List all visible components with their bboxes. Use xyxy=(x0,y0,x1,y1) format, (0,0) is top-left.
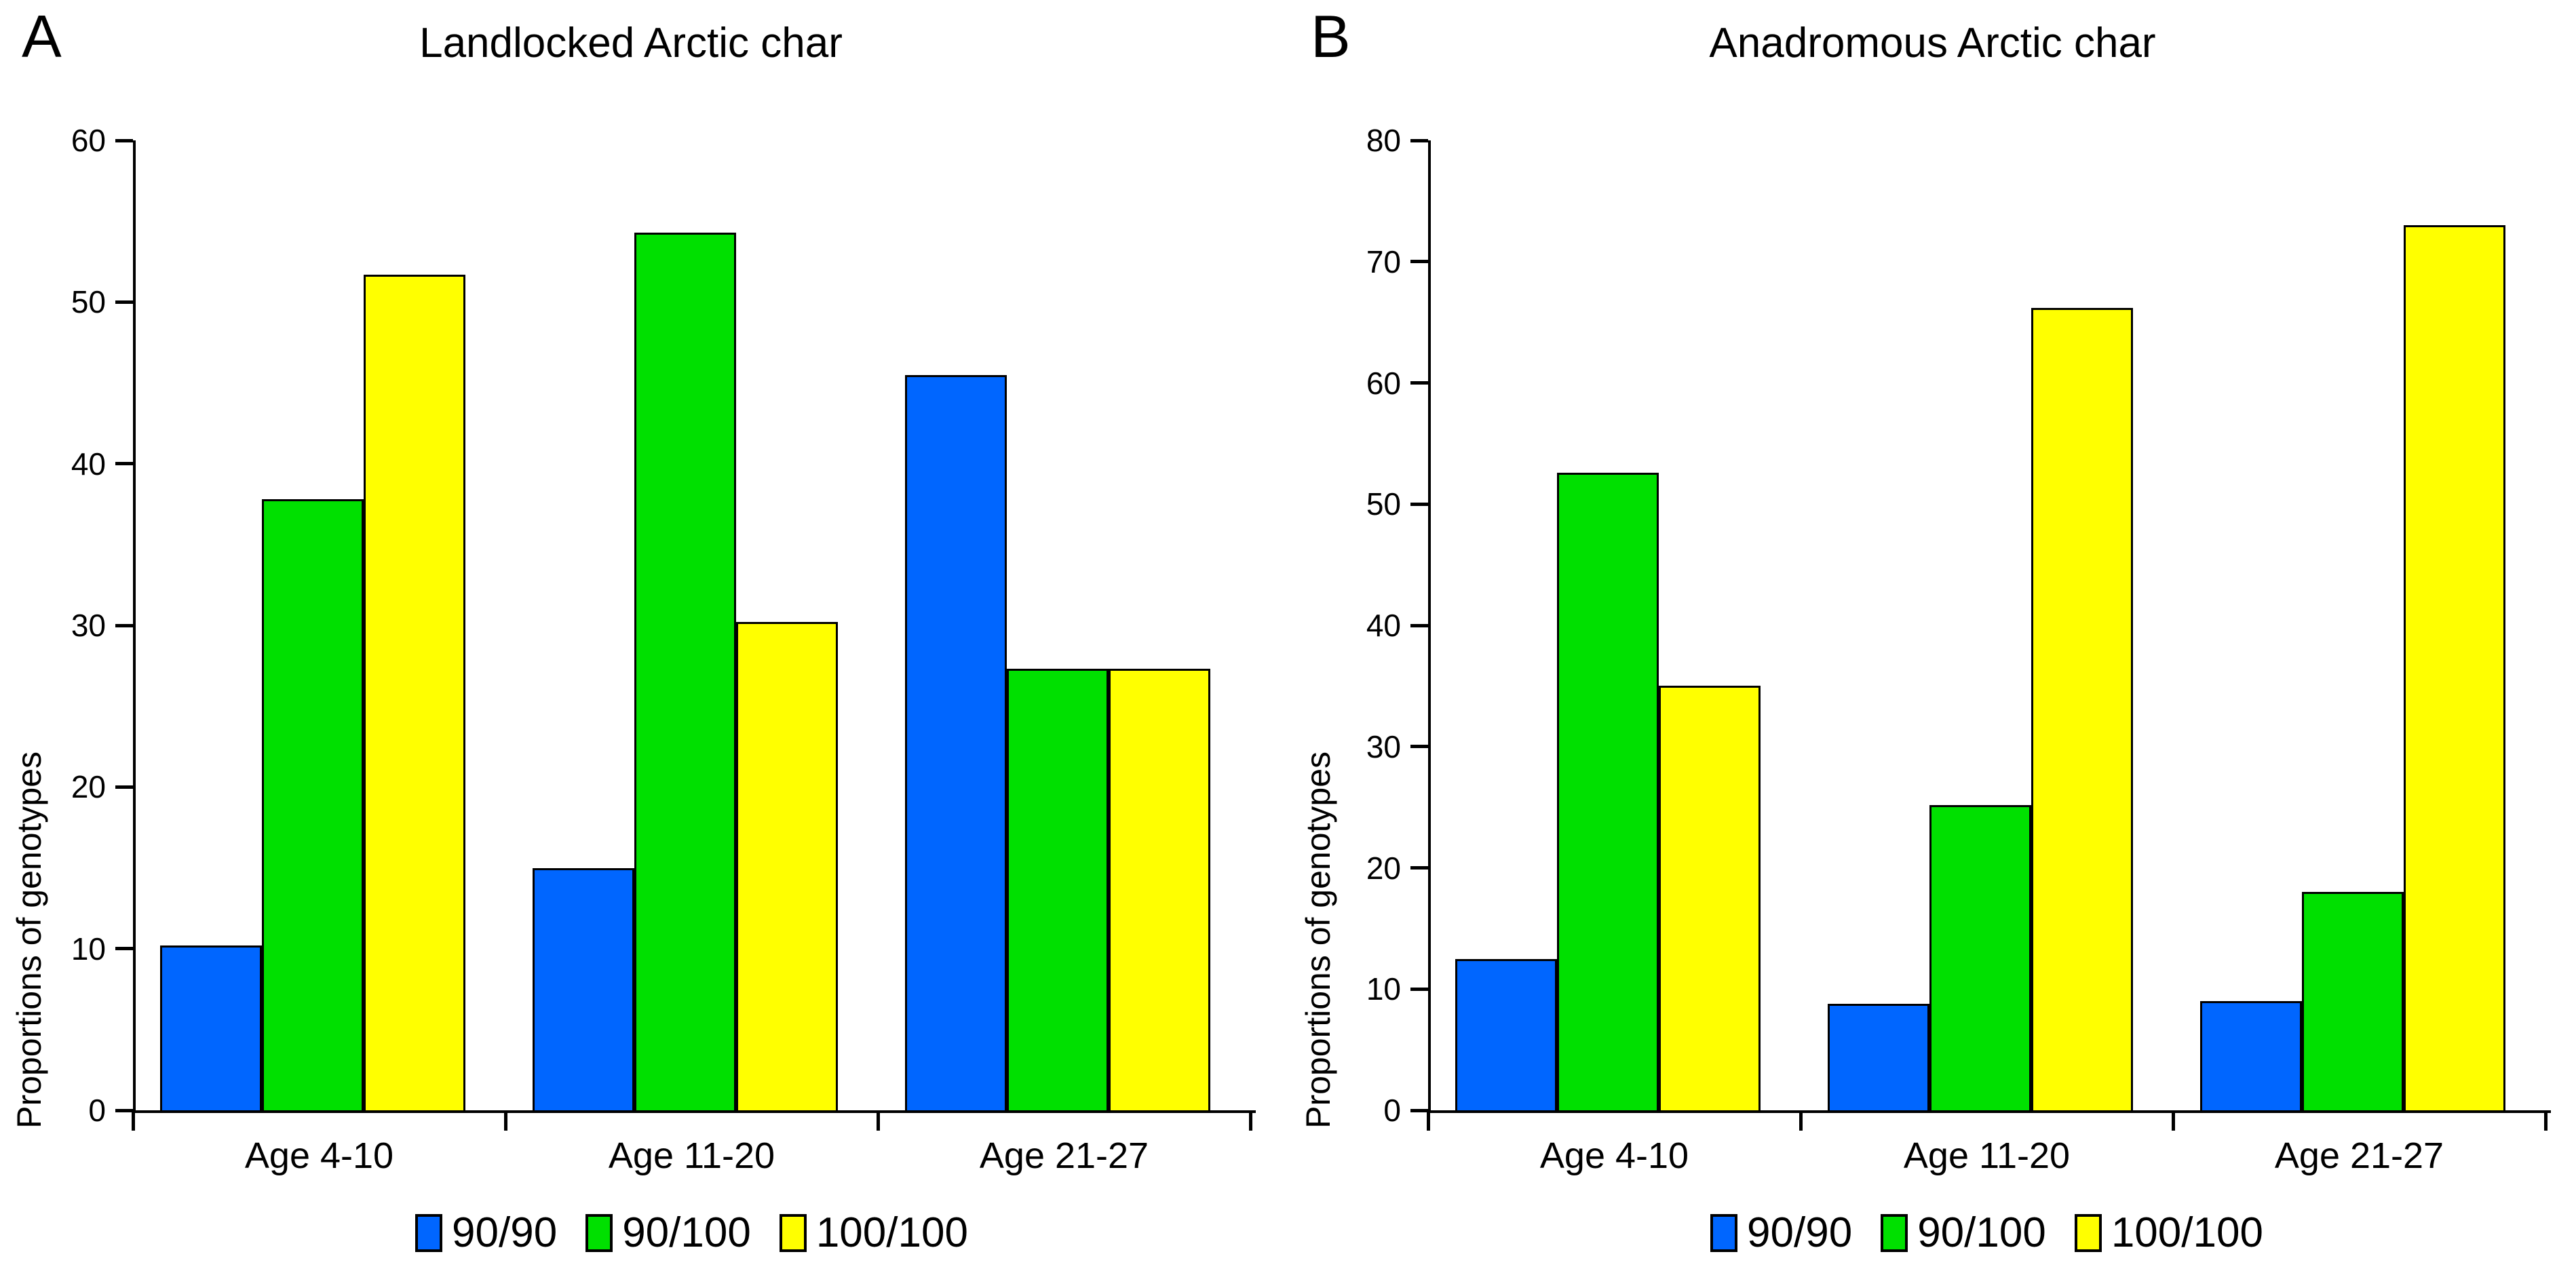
bar-90-100-age-21-27 xyxy=(1007,669,1109,1110)
y-tick-label: 30 xyxy=(1366,728,1401,764)
x-tick xyxy=(2543,1113,2548,1131)
y-tick-label: 0 xyxy=(88,1093,106,1128)
y-tick xyxy=(115,462,133,466)
legend-item-90-100: 90/100 xyxy=(585,1212,751,1254)
x-tick xyxy=(503,1113,507,1131)
panel-letter-a: A xyxy=(22,3,62,70)
y-axis-line xyxy=(1428,140,1431,1110)
legend: 90/90 90/100 100/100 xyxy=(1428,1212,2545,1254)
legend-swatch-icon xyxy=(415,1214,443,1252)
y-tick-label: 70 xyxy=(1366,243,1401,279)
legend-swatch-icon xyxy=(585,1214,613,1252)
bar-90-100-age-11-20 xyxy=(1929,804,2031,1110)
y-tick xyxy=(1410,987,1428,991)
panel-landlocked: A Landlocked Arctic char Proportions of … xyxy=(0,0,1262,1288)
x-tick xyxy=(131,1113,135,1131)
category-label: Age 21-27 xyxy=(979,1135,1149,1176)
y-tick xyxy=(115,138,133,142)
bar-100-100-age-21-27 xyxy=(2404,225,2505,1110)
y-tick xyxy=(1410,745,1428,749)
x-axis-line xyxy=(1427,1110,2551,1113)
y-tick xyxy=(1410,260,1428,264)
bar-90-90-age-11-20 xyxy=(533,867,634,1110)
bar-90-100-age-21-27 xyxy=(2302,892,2404,1110)
x-tick xyxy=(1799,1113,1803,1131)
y-tick xyxy=(115,785,133,789)
bar-100-100-age-4-10 xyxy=(1659,686,1761,1110)
y-tick-label: 50 xyxy=(71,284,106,320)
y-tick xyxy=(1410,866,1428,870)
x-axis-line xyxy=(132,1110,1256,1113)
bar-90-100-age-4-10 xyxy=(262,499,364,1110)
y-tick xyxy=(1410,1108,1428,1112)
legend-label: 90/100 xyxy=(622,1209,751,1256)
legend-item-90-100: 90/100 xyxy=(1881,1212,2046,1254)
bar-90-90-age-4-10 xyxy=(1455,958,1557,1110)
legend-label: 100/100 xyxy=(815,1209,968,1256)
bar-90-90-age-21-27 xyxy=(905,374,1007,1110)
x-tick xyxy=(876,1113,880,1131)
legend-label: 90/90 xyxy=(1747,1209,1853,1256)
y-tick xyxy=(1410,502,1428,506)
y-tick-label: 0 xyxy=(1383,1093,1401,1128)
y-tick-label: 40 xyxy=(1366,608,1401,643)
legend-item-100-100: 100/100 xyxy=(779,1209,968,1256)
y-tick-label: 30 xyxy=(71,608,106,643)
y-tick-label: 80 xyxy=(1366,123,1401,158)
y-tick-label: 10 xyxy=(1366,971,1401,1007)
y-tick xyxy=(115,1108,133,1112)
bar-90-100-age-11-20 xyxy=(634,232,736,1110)
y-tick-label: 50 xyxy=(1366,486,1401,522)
category-label: Age 11-20 xyxy=(608,1135,775,1176)
y-axis-label: Proportions of genotypes xyxy=(1299,751,1337,1129)
plot-area-anadromous: 0 10 20 30 40 50 60 70 80 Age 4-10 Age 11-20 Age 21… xyxy=(1366,123,2551,1254)
legend-item-90-90: 90/90 xyxy=(415,1212,557,1254)
category-label: Age 4-10 xyxy=(1539,1135,1689,1176)
chart-title-anadromous: Anadromous Arctic char xyxy=(1709,20,2156,66)
bar-90-90-age-4-10 xyxy=(160,945,262,1110)
legend-swatch-icon xyxy=(1881,1214,1908,1252)
legend-label: 90/90 xyxy=(452,1209,558,1256)
bar-100-100-age-4-10 xyxy=(364,274,465,1110)
plot-area-landlocked: 0 10 20 30 40 50 60 Age 4-10 Age 11-20 Age 21-27 9… xyxy=(71,123,1256,1254)
category-label: Age 4-10 xyxy=(244,1135,394,1176)
y-tick xyxy=(115,947,133,951)
y-tick xyxy=(1410,381,1428,385)
y-tick xyxy=(1410,138,1428,142)
legend: 90/90 90/100 100/100 xyxy=(133,1212,1250,1254)
legend-label: 90/100 xyxy=(1917,1209,2046,1256)
bar-100-100-age-11-20 xyxy=(736,622,838,1110)
y-tick-label: 20 xyxy=(71,769,106,805)
y-tick xyxy=(115,300,133,304)
panel-letter-b: B xyxy=(1311,3,1351,70)
legend-swatch-icon xyxy=(1710,1214,1738,1252)
bar-90-90-age-11-20 xyxy=(1828,1003,1929,1110)
bar-90-90-age-21-27 xyxy=(2200,1001,2302,1110)
legend-item-90-90: 90/90 xyxy=(1710,1212,1852,1254)
x-tick xyxy=(2171,1113,2175,1131)
y-tick-label: 60 xyxy=(1366,365,1401,401)
bar-100-100-age-11-20 xyxy=(2031,307,2133,1110)
y-tick-label: 10 xyxy=(71,931,106,967)
y-tick xyxy=(115,623,133,627)
legend-swatch-icon xyxy=(779,1214,807,1252)
bar-100-100-age-21-27 xyxy=(1109,669,1210,1110)
chart-title-landlocked: Landlocked Arctic char xyxy=(419,20,843,66)
x-tick xyxy=(1426,1113,1430,1131)
legend-label: 100/100 xyxy=(2111,1209,2263,1256)
category-label: Age 11-20 xyxy=(1903,1135,2071,1176)
x-tick xyxy=(1248,1113,1252,1131)
y-axis-line xyxy=(133,140,136,1110)
panel-anadromous: B Anadromous Arctic char Proportions of … xyxy=(1289,0,2576,1288)
legend-swatch-icon xyxy=(2074,1214,2102,1252)
y-tick xyxy=(1410,623,1428,627)
y-tick-label: 40 xyxy=(71,446,106,482)
legend-item-100-100: 100/100 xyxy=(2074,1209,2263,1256)
y-tick-label: 20 xyxy=(1366,850,1401,886)
category-label: Age 21-27 xyxy=(2274,1135,2444,1176)
bar-90-100-age-4-10 xyxy=(1557,472,1659,1110)
y-tick-label: 60 xyxy=(71,123,106,158)
